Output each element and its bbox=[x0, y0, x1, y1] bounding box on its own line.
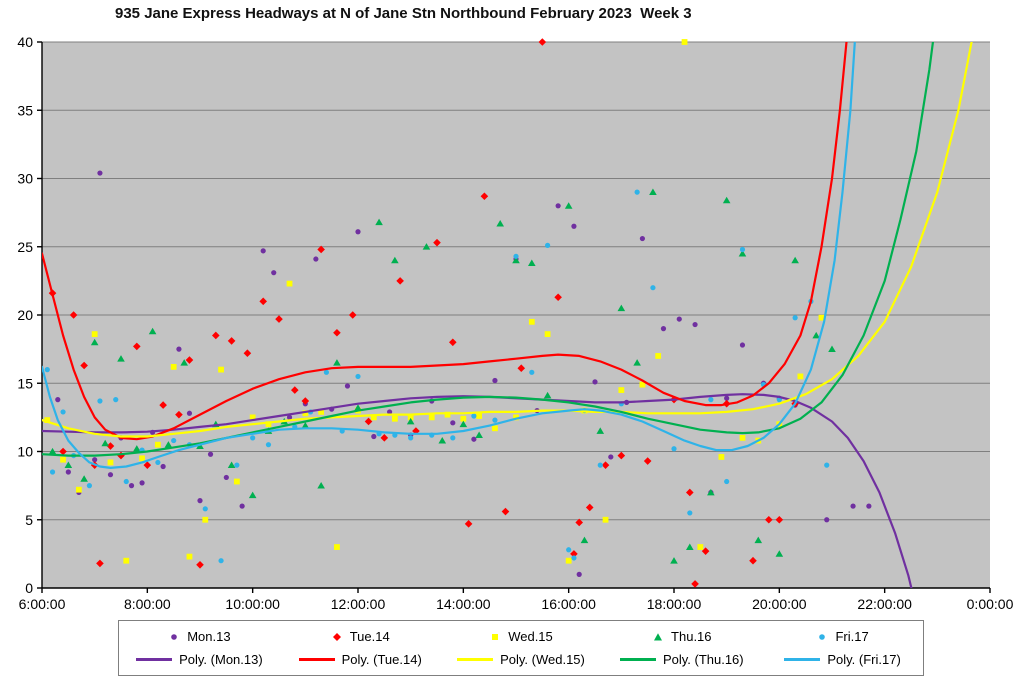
curve-poly-wed-15[interactable] bbox=[42, 28, 974, 438]
y-axis-labels: 0 5 10 15 20 25 30 35 40 bbox=[17, 34, 42, 596]
legend-markers-row: Mon.13 Tue.14 Wed.15 Thu.16 Fri.17 bbox=[119, 629, 923, 644]
svg-text:30: 30 bbox=[17, 171, 33, 187]
legend-item-thu-16[interactable]: Thu.16 bbox=[601, 629, 762, 644]
svg-text:0:00:00: 0:00:00 bbox=[967, 596, 1014, 612]
svg-text:25: 25 bbox=[17, 239, 33, 255]
legend-label: Mon.13 bbox=[187, 629, 231, 644]
legend-label: Wed.15 bbox=[508, 629, 553, 644]
svg-text:20: 20 bbox=[17, 307, 33, 323]
legend-item-poly-mon-13[interactable]: Poly. (Mon.13) bbox=[119, 652, 280, 667]
poly-wed-15-line-icon bbox=[457, 658, 494, 661]
legend-label: Thu.16 bbox=[671, 629, 712, 644]
series-tue-14-points[interactable] bbox=[48, 38, 799, 588]
legend-item-poly-wed-15[interactable]: Poly. (Wed.15) bbox=[441, 652, 602, 667]
svg-text:5: 5 bbox=[25, 512, 33, 528]
svg-text:6:00:00: 6:00:00 bbox=[19, 596, 66, 612]
chart-canvas[interactable]: 0 5 10 15 20 25 30 35 40 6:00:00 8:00:00 10:00:00 12… bbox=[0, 0, 1024, 612]
svg-text:14:00:00: 14:00:00 bbox=[436, 596, 491, 612]
wed-15-marker-icon bbox=[492, 633, 499, 640]
svg-text:15: 15 bbox=[17, 375, 33, 391]
legend-label: Poly. (Thu.16) bbox=[662, 652, 744, 667]
svg-text:16:00:00: 16:00:00 bbox=[541, 596, 596, 612]
poly-fri-17-line-icon bbox=[784, 658, 821, 661]
poly-thu-16-line-icon bbox=[619, 658, 656, 661]
fri-17-marker-icon bbox=[819, 633, 826, 640]
legend-item-poly-thu-16[interactable]: Poly. (Thu.16) bbox=[601, 652, 762, 667]
legend-item-poly-fri-17[interactable]: Poly. (Fri.17) bbox=[762, 652, 923, 667]
legend-item-fri-17[interactable]: Fri.17 bbox=[762, 629, 923, 644]
series-mon-13-points[interactable] bbox=[55, 170, 872, 577]
legend-label: Poly. (Mon.13) bbox=[179, 652, 263, 667]
x-axis-labels: 6:00:00 8:00:00 10:00:00 12:00:00 14:00:00 16… bbox=[19, 588, 1014, 612]
svg-text:40: 40 bbox=[17, 34, 33, 50]
legend-item-wed-15[interactable]: Wed.15 bbox=[441, 629, 602, 644]
svg-text:12:00:00: 12:00:00 bbox=[331, 596, 386, 612]
legend-label: Fri.17 bbox=[835, 629, 869, 644]
legend-item-tue-14[interactable]: Tue.14 bbox=[280, 629, 441, 644]
series-wed-15-points[interactable] bbox=[44, 39, 825, 564]
svg-text:18:00:00: 18:00:00 bbox=[647, 596, 702, 612]
svg-text:8:00:00: 8:00:00 bbox=[124, 596, 171, 612]
gridlines bbox=[42, 41, 990, 521]
chart-title: 935 Jane Express Headways at N of Jane S… bbox=[115, 5, 692, 22]
legend-trendlines-row: Poly. (Mon.13) Poly. (Tue.14) Poly. (Wed.1… bbox=[119, 652, 923, 667]
poly-tue-14-line-icon bbox=[298, 658, 335, 661]
chart-legend[interactable]: Mon.13 Tue.14 Wed.15 Thu.16 Fri.17 Poly. (Mon… bbox=[118, 620, 924, 676]
legend-item-poly-tue-14[interactable]: Poly. (Tue.14) bbox=[280, 652, 441, 667]
legend-label: Poly. (Wed.15) bbox=[500, 652, 585, 667]
tue-14-marker-icon bbox=[332, 632, 341, 641]
thu-16-marker-icon bbox=[654, 632, 663, 640]
svg-text:10: 10 bbox=[17, 444, 33, 460]
svg-text:22:00:00: 22:00:00 bbox=[857, 596, 912, 612]
svg-text:35: 35 bbox=[17, 102, 33, 118]
legend-label: Poly. (Tue.14) bbox=[341, 652, 422, 667]
plot-svg: 0 5 10 15 20 25 30 35 40 6:00:00 8:00:00 10:00:00 12… bbox=[17, 28, 1014, 612]
poly-mon-13-line-icon bbox=[136, 658, 173, 661]
legend-label: Poly. (Fri.17) bbox=[827, 652, 901, 667]
curve-poly-fri-17[interactable] bbox=[42, 28, 856, 469]
curve-poly-tue-14[interactable] bbox=[42, 28, 848, 441]
svg-text:10:00:00: 10:00:00 bbox=[225, 596, 280, 612]
svg-text:0: 0 bbox=[25, 580, 33, 596]
legend-label: Tue.14 bbox=[349, 629, 390, 644]
legend-item-mon-13[interactable]: Mon.13 bbox=[119, 629, 280, 644]
mon-13-marker-icon bbox=[171, 633, 178, 640]
svg-text:20:00:00: 20:00:00 bbox=[752, 596, 807, 612]
